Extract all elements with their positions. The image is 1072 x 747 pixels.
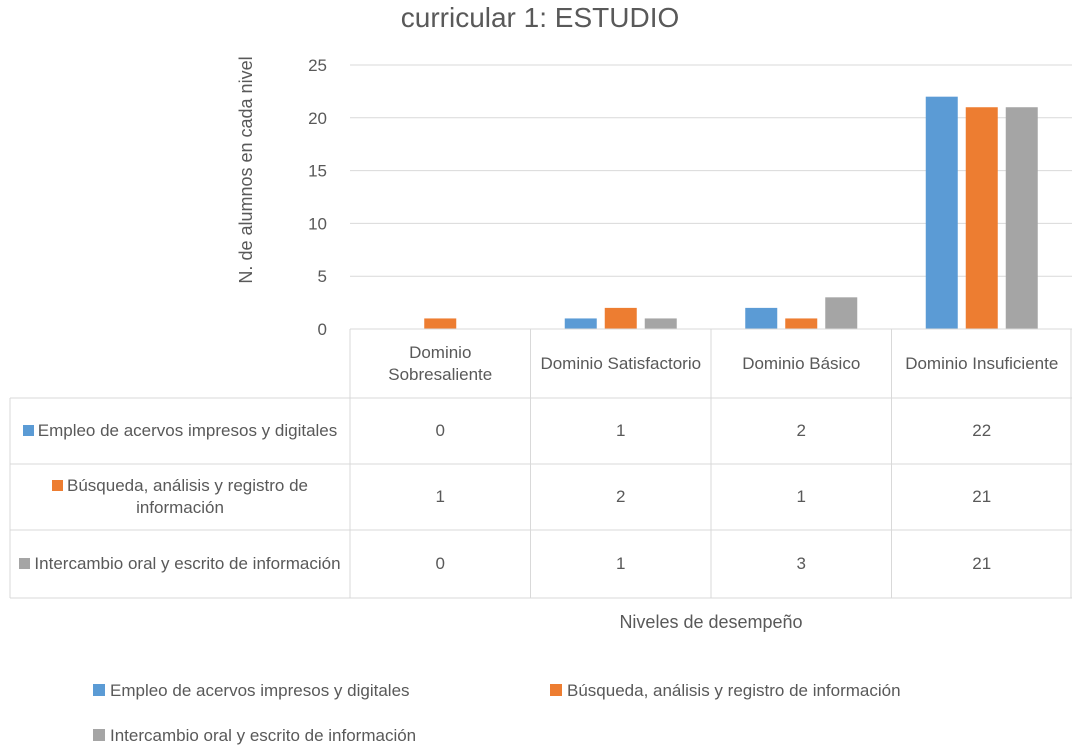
bar: [745, 307, 778, 329]
legend-swatch: [550, 684, 562, 696]
y-tick-label: 25: [308, 56, 327, 75]
table-value: 2: [711, 398, 892, 464]
row-label-text: Empleo de acervos impresos y digitales: [37, 421, 338, 440]
table-value: 1: [711, 464, 892, 530]
table-value: 1: [531, 530, 712, 598]
table-value-text: 21: [972, 487, 992, 506]
legend-label: Intercambio oral y escrito de informació…: [110, 726, 416, 745]
table-value: 21: [892, 530, 1072, 598]
table-value: 21: [892, 464, 1072, 530]
table-row-label: Búsqueda, análisis y registro de informa…: [10, 464, 350, 530]
table-header: Dominio Satisfactorio: [531, 329, 712, 398]
y-tick-label: 5: [318, 267, 327, 286]
table-header-text: Dominio Básico: [742, 353, 861, 373]
row-label-text: Intercambio oral y escrito de informació…: [34, 554, 341, 573]
row-label: Intercambio oral y escrito de informació…: [19, 553, 341, 575]
table-row-label: Empleo de acervos impresos y digitales: [10, 398, 350, 464]
legend-swatch: [93, 684, 105, 696]
table-value: 22: [892, 398, 1072, 464]
y-tick-label: 10: [308, 214, 327, 233]
y-tick-label: 20: [308, 109, 327, 128]
y-tick-label: 0: [318, 320, 327, 339]
table-value: 2: [531, 464, 712, 530]
bar: [644, 318, 677, 329]
x-axis-title: Niveles de desempeño: [619, 612, 802, 632]
table-value: 1: [350, 464, 531, 530]
table-value: 0: [350, 530, 531, 598]
table-value-text: 1: [796, 487, 806, 506]
table-value-text: 1: [616, 554, 626, 573]
row-label-text: Búsqueda, análisis y registro de informa…: [67, 476, 308, 517]
legend-swatch: [22, 425, 34, 436]
table-row-label: Intercambio oral y escrito de informació…: [10, 530, 350, 598]
table-value-text: 22: [972, 421, 992, 440]
table-value: 3: [711, 530, 892, 598]
table-header: Dominio Básico: [711, 329, 892, 398]
row-label: Búsqueda, análisis y registro de informa…: [16, 475, 344, 519]
table-value-text: 1: [435, 487, 445, 506]
table-value: 0: [350, 398, 531, 464]
table-value-text: 2: [796, 421, 806, 440]
table-value-text: 21: [972, 554, 992, 573]
table-value-text: 1: [616, 421, 626, 440]
legend-label: Búsqueda, análisis y registro de informa…: [567, 681, 901, 700]
bar: [564, 318, 597, 329]
bar: [424, 318, 457, 329]
table-header: Dominio Insuficiente: [892, 329, 1072, 398]
table-value-text: 0: [435, 554, 445, 573]
bar: [785, 318, 818, 329]
table-header-text: Dominio Sobresaliente: [388, 342, 493, 384]
table-header-text: Dominio Insuficiente: [905, 353, 1059, 373]
table-header: Dominio Sobresaliente: [350, 329, 531, 398]
bar: [1005, 107, 1038, 330]
legend-swatch: [93, 729, 105, 741]
table-header-text: Dominio Satisfactorio: [540, 353, 702, 373]
bar: [825, 297, 858, 329]
bar: [604, 307, 637, 329]
legend-label: Empleo de acervos impresos y digitales: [110, 681, 410, 700]
table-value-text: 0: [435, 421, 445, 440]
chart-title: curricular 1: ESTUDIO: [401, 2, 680, 33]
legend-swatch: [19, 558, 31, 569]
y-axis-title: N. de alumnos en cada nivel: [236, 56, 256, 283]
legend-swatch: [52, 480, 63, 491]
table-value-text: 3: [796, 554, 806, 573]
row-label: Empleo de acervos impresos y digitales: [22, 420, 338, 442]
bar: [965, 107, 998, 330]
y-tick-label: 15: [308, 162, 327, 181]
table-value-text: 2: [616, 487, 626, 506]
table-value: 1: [531, 398, 712, 464]
bar: [925, 96, 958, 330]
